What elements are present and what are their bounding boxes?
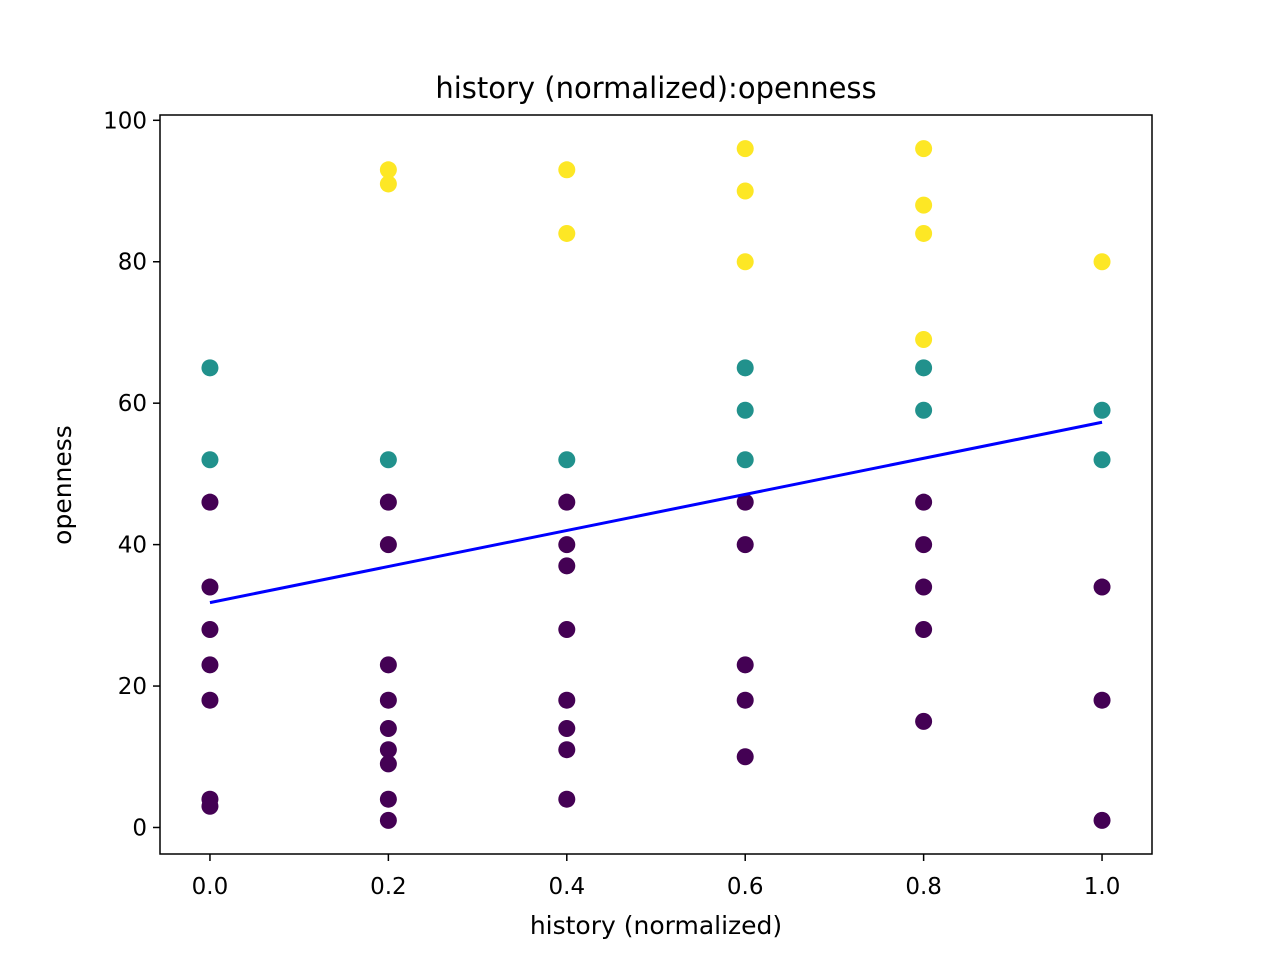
data-point bbox=[379, 536, 397, 554]
y-tick-label: 40 bbox=[118, 533, 147, 559]
data-point bbox=[201, 359, 219, 377]
data-point bbox=[558, 493, 576, 511]
data-point bbox=[915, 196, 933, 214]
fit-line-layer bbox=[209, 420, 1103, 605]
data-point bbox=[915, 578, 933, 596]
data-point bbox=[558, 451, 576, 469]
data-point bbox=[736, 140, 754, 158]
data-point bbox=[379, 493, 397, 511]
data-point bbox=[558, 536, 576, 554]
data-point bbox=[201, 797, 219, 815]
data-point bbox=[915, 359, 933, 377]
data-point bbox=[915, 401, 933, 419]
data-point bbox=[1093, 451, 1111, 469]
data-point bbox=[201, 691, 219, 709]
data-point bbox=[379, 811, 397, 829]
x-axis: 0.0 0.2 0.4 0.6 0.8 1.0 bbox=[192, 854, 1121, 900]
y-axis: 0 20 40 60 80 100 bbox=[103, 108, 160, 841]
data-point bbox=[379, 790, 397, 808]
data-point bbox=[736, 359, 754, 377]
data-point bbox=[201, 451, 219, 469]
x-tick-label: 1.0 bbox=[1084, 874, 1121, 900]
data-point bbox=[558, 741, 576, 759]
data-point bbox=[915, 712, 933, 730]
data-point bbox=[379, 175, 397, 193]
data-point bbox=[558, 719, 576, 737]
x-tick-label: 0.8 bbox=[905, 874, 942, 900]
y-tick-label: 100 bbox=[103, 108, 147, 134]
y-tick-label: 60 bbox=[118, 391, 147, 417]
plot-frame bbox=[159, 114, 1153, 855]
data-point bbox=[915, 620, 933, 638]
data-point bbox=[201, 656, 219, 674]
data-point bbox=[379, 755, 397, 773]
data-point bbox=[736, 451, 754, 469]
data-point bbox=[558, 620, 576, 638]
data-point bbox=[915, 493, 933, 511]
x-tick-label: 0.2 bbox=[370, 874, 407, 900]
data-point bbox=[558, 790, 576, 808]
points-layer bbox=[201, 140, 1111, 829]
fit-line bbox=[209, 420, 1103, 605]
data-point bbox=[736, 656, 754, 674]
data-point bbox=[201, 578, 219, 596]
data-point bbox=[379, 719, 397, 737]
data-point bbox=[736, 253, 754, 271]
data-point bbox=[558, 691, 576, 709]
data-point bbox=[379, 691, 397, 709]
data-point bbox=[915, 224, 933, 242]
y-tick-label: 80 bbox=[118, 250, 147, 276]
y-tick-label: 20 bbox=[118, 674, 147, 700]
data-point bbox=[736, 493, 754, 511]
data-point bbox=[379, 451, 397, 469]
data-point bbox=[1093, 811, 1111, 829]
x-tick-label: 0.0 bbox=[192, 874, 229, 900]
chart-title: history (normalized):openness bbox=[435, 71, 876, 105]
data-point bbox=[201, 493, 219, 511]
data-point bbox=[1093, 253, 1111, 271]
x-tick-label: 0.6 bbox=[727, 874, 764, 900]
data-point bbox=[736, 182, 754, 200]
data-point bbox=[379, 656, 397, 674]
data-point bbox=[1093, 578, 1111, 596]
data-point bbox=[1093, 401, 1111, 419]
data-point bbox=[379, 741, 397, 759]
x-tick-label: 0.4 bbox=[549, 874, 586, 900]
x-axis-label: history (normalized) bbox=[530, 911, 782, 940]
data-point bbox=[736, 401, 754, 419]
data-point bbox=[915, 331, 933, 349]
data-point bbox=[915, 140, 933, 158]
data-point bbox=[1093, 691, 1111, 709]
data-point bbox=[736, 691, 754, 709]
data-point bbox=[558, 161, 576, 179]
data-point bbox=[201, 620, 219, 638]
data-point bbox=[736, 748, 754, 766]
data-point bbox=[379, 161, 397, 179]
data-point bbox=[736, 536, 754, 554]
data-point bbox=[558, 557, 576, 575]
data-point bbox=[915, 536, 933, 554]
data-point bbox=[558, 224, 576, 242]
y-axis-label: openness bbox=[48, 425, 77, 545]
y-tick-label: 0 bbox=[132, 815, 147, 841]
